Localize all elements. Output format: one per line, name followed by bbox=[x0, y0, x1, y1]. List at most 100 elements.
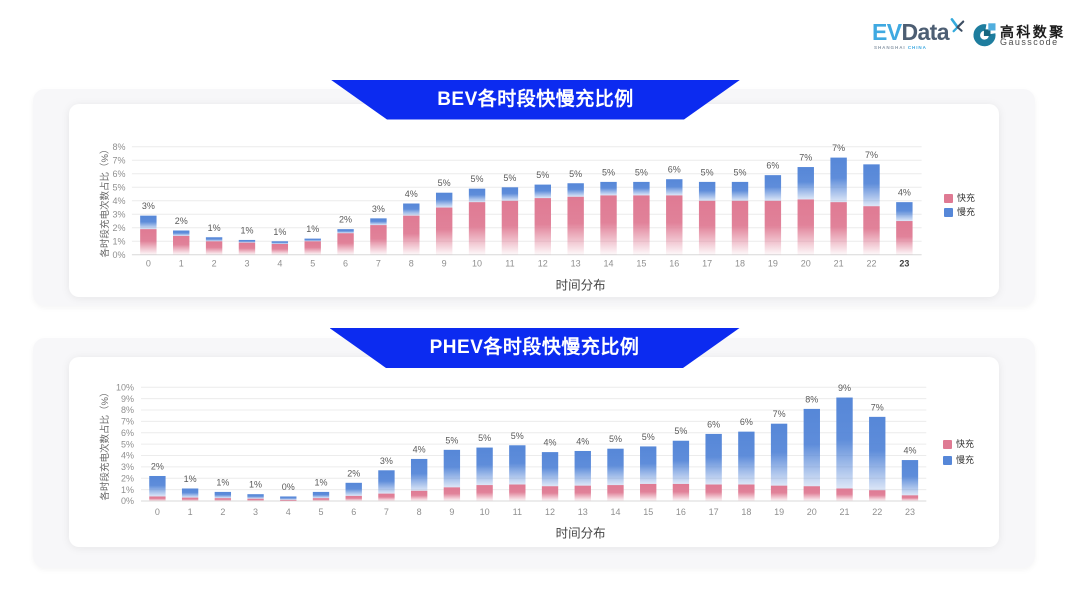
bar-fast-segment[interactable] bbox=[607, 485, 624, 501]
bar-slow-segment[interactable] bbox=[803, 408, 820, 487]
bar-fast-segment[interactable] bbox=[345, 495, 362, 501]
bar-slow-segment[interactable] bbox=[476, 447, 493, 486]
bar-slow-segment[interactable] bbox=[830, 157, 847, 203]
bar-slow-segment[interactable] bbox=[567, 183, 584, 197]
bar-slow-segment[interactable] bbox=[797, 167, 814, 200]
bar-slow-segment[interactable] bbox=[247, 494, 264, 499]
bar-slow-segment[interactable] bbox=[214, 491, 232, 499]
bar-slow-segment[interactable] bbox=[633, 181, 650, 196]
bar-slow-segment[interactable] bbox=[869, 416, 886, 491]
bar-slow-segment[interactable] bbox=[698, 181, 716, 201]
bar-fast-segment[interactable] bbox=[370, 225, 387, 255]
bar-fast-segment[interactable] bbox=[869, 490, 886, 501]
bar-slow-segment[interactable] bbox=[731, 181, 749, 201]
bar-fast-segment[interactable] bbox=[140, 229, 157, 255]
bar-fast-segment[interactable] bbox=[205, 241, 223, 255]
bar-slow-segment[interactable] bbox=[173, 230, 190, 236]
bar-slow-segment[interactable] bbox=[181, 488, 199, 498]
legend-item-slow[interactable]: 慢充 bbox=[943, 208, 975, 218]
bar-slow-segment[interactable] bbox=[770, 423, 788, 486]
bar-fast-segment[interactable] bbox=[304, 241, 321, 255]
bar-fast-segment[interactable] bbox=[247, 498, 264, 501]
bar-slow-segment[interactable] bbox=[574, 450, 591, 486]
legend-item-fast[interactable]: 快充 bbox=[942, 440, 974, 449]
bar-fast-segment[interactable] bbox=[410, 490, 428, 501]
bar-fast-segment[interactable] bbox=[149, 496, 166, 501]
bar-slow-segment[interactable] bbox=[238, 239, 256, 243]
bar-fast-segment[interactable] bbox=[476, 485, 493, 501]
bar-slow-segment[interactable] bbox=[140, 215, 157, 230]
bar-slow-segment[interactable] bbox=[312, 491, 330, 499]
bar-slow-segment[interactable] bbox=[337, 229, 354, 234]
bar-slow-segment[interactable] bbox=[378, 470, 395, 494]
bar-slow-segment[interactable] bbox=[738, 431, 755, 485]
bar-fast-segment[interactable] bbox=[501, 200, 519, 255]
bar-slow-segment[interactable] bbox=[370, 218, 387, 226]
bar-slow-segment[interactable] bbox=[672, 440, 690, 484]
bar-fast-segment[interactable] bbox=[337, 233, 354, 255]
bar-fast-segment[interactable] bbox=[705, 484, 722, 501]
bar-slow-segment[interactable] bbox=[345, 482, 362, 496]
bar-slow-segment[interactable] bbox=[863, 164, 880, 207]
bar-slow-segment[interactable] bbox=[468, 188, 486, 203]
bar-fast-segment[interactable] bbox=[443, 487, 461, 501]
bar-slow-segment[interactable] bbox=[666, 179, 683, 196]
bar-slow-segment[interactable] bbox=[501, 187, 519, 201]
bar-fast-segment[interactable] bbox=[633, 195, 650, 255]
bar-fast-segment[interactable] bbox=[173, 235, 190, 255]
bar-slow-segment[interactable] bbox=[410, 458, 428, 491]
bar-slow-segment[interactable] bbox=[304, 238, 321, 242]
bar-slow-segment[interactable] bbox=[607, 448, 624, 486]
bev-plot[interactable]: 0% 1% 2% 3% 4% 5% 6% 7% 8% 3% 0 2% 1 1% 2 1% 3 1% 4 1% 5 2% 6 3… bbox=[69, 104, 999, 297]
bar-fast-segment[interactable] bbox=[797, 199, 814, 255]
bar-slow-segment[interactable] bbox=[403, 203, 420, 216]
bar-fast-segment[interactable] bbox=[541, 486, 559, 501]
bar-fast-segment[interactable] bbox=[731, 200, 749, 255]
bar-slow-segment[interactable] bbox=[205, 237, 223, 242]
bar-fast-segment[interactable] bbox=[830, 202, 847, 255]
bar-slow-segment[interactable] bbox=[534, 184, 551, 199]
phev-plot[interactable]: 0%1%2%3%4%5%6%7%8%9%10%2%01%11%21%30%41%… bbox=[69, 357, 999, 547]
legend-item-slow[interactable]: 慢充 bbox=[942, 456, 974, 466]
bar-fast-segment[interactable] bbox=[468, 202, 486, 255]
bar-fast-segment[interactable] bbox=[509, 484, 526, 501]
bar-fast-segment[interactable] bbox=[666, 195, 683, 255]
bar-fast-segment[interactable] bbox=[280, 499, 297, 501]
bar-fast-segment[interactable] bbox=[567, 196, 584, 255]
bar-fast-segment[interactable] bbox=[238, 242, 256, 255]
bar-slow-segment[interactable] bbox=[600, 181, 617, 196]
bar-slow-segment[interactable] bbox=[640, 446, 657, 484]
bar-fast-segment[interactable] bbox=[698, 200, 716, 255]
bar-fast-segment[interactable] bbox=[181, 497, 199, 501]
bar-fast-segment[interactable] bbox=[896, 221, 913, 255]
bar-slow-segment[interactable] bbox=[443, 449, 461, 488]
bar-slow-segment[interactable] bbox=[901, 460, 919, 496]
bar-slow-segment[interactable] bbox=[896, 202, 913, 222]
bar-slow-segment[interactable] bbox=[705, 433, 722, 485]
bar-slow-segment[interactable] bbox=[271, 241, 289, 244]
bar-slow-segment[interactable] bbox=[509, 445, 526, 485]
bar-slow-segment[interactable] bbox=[435, 192, 453, 208]
bar-slow-segment[interactable] bbox=[836, 397, 853, 489]
bar-slow-segment[interactable] bbox=[149, 475, 166, 497]
bar-slow-segment[interactable] bbox=[764, 175, 782, 201]
bar-fast-segment[interactable] bbox=[863, 206, 880, 255]
bar-fast-segment[interactable] bbox=[378, 493, 395, 501]
bar-fast-segment[interactable] bbox=[672, 483, 690, 501]
bar-fast-segment[interactable] bbox=[403, 215, 420, 255]
bar-fast-segment[interactable] bbox=[738, 484, 755, 501]
bar-fast-segment[interactable] bbox=[534, 198, 551, 255]
bar-fast-segment[interactable] bbox=[770, 485, 788, 501]
bar-fast-segment[interactable] bbox=[803, 486, 820, 501]
bar-fast-segment[interactable] bbox=[312, 498, 330, 501]
legend-item-fast[interactable]: 快充 bbox=[943, 194, 975, 203]
bar-fast-segment[interactable] bbox=[764, 200, 782, 255]
bar-fast-segment[interactable] bbox=[901, 495, 919, 501]
bar-fast-segment[interactable] bbox=[271, 244, 289, 255]
bar-fast-segment[interactable] bbox=[214, 498, 232, 501]
bar-fast-segment[interactable] bbox=[836, 488, 853, 501]
bar-slow-segment[interactable] bbox=[541, 452, 559, 487]
bar-fast-segment[interactable] bbox=[640, 483, 657, 501]
bar-fast-segment[interactable] bbox=[600, 195, 617, 255]
bar-fast-segment[interactable] bbox=[574, 485, 591, 501]
